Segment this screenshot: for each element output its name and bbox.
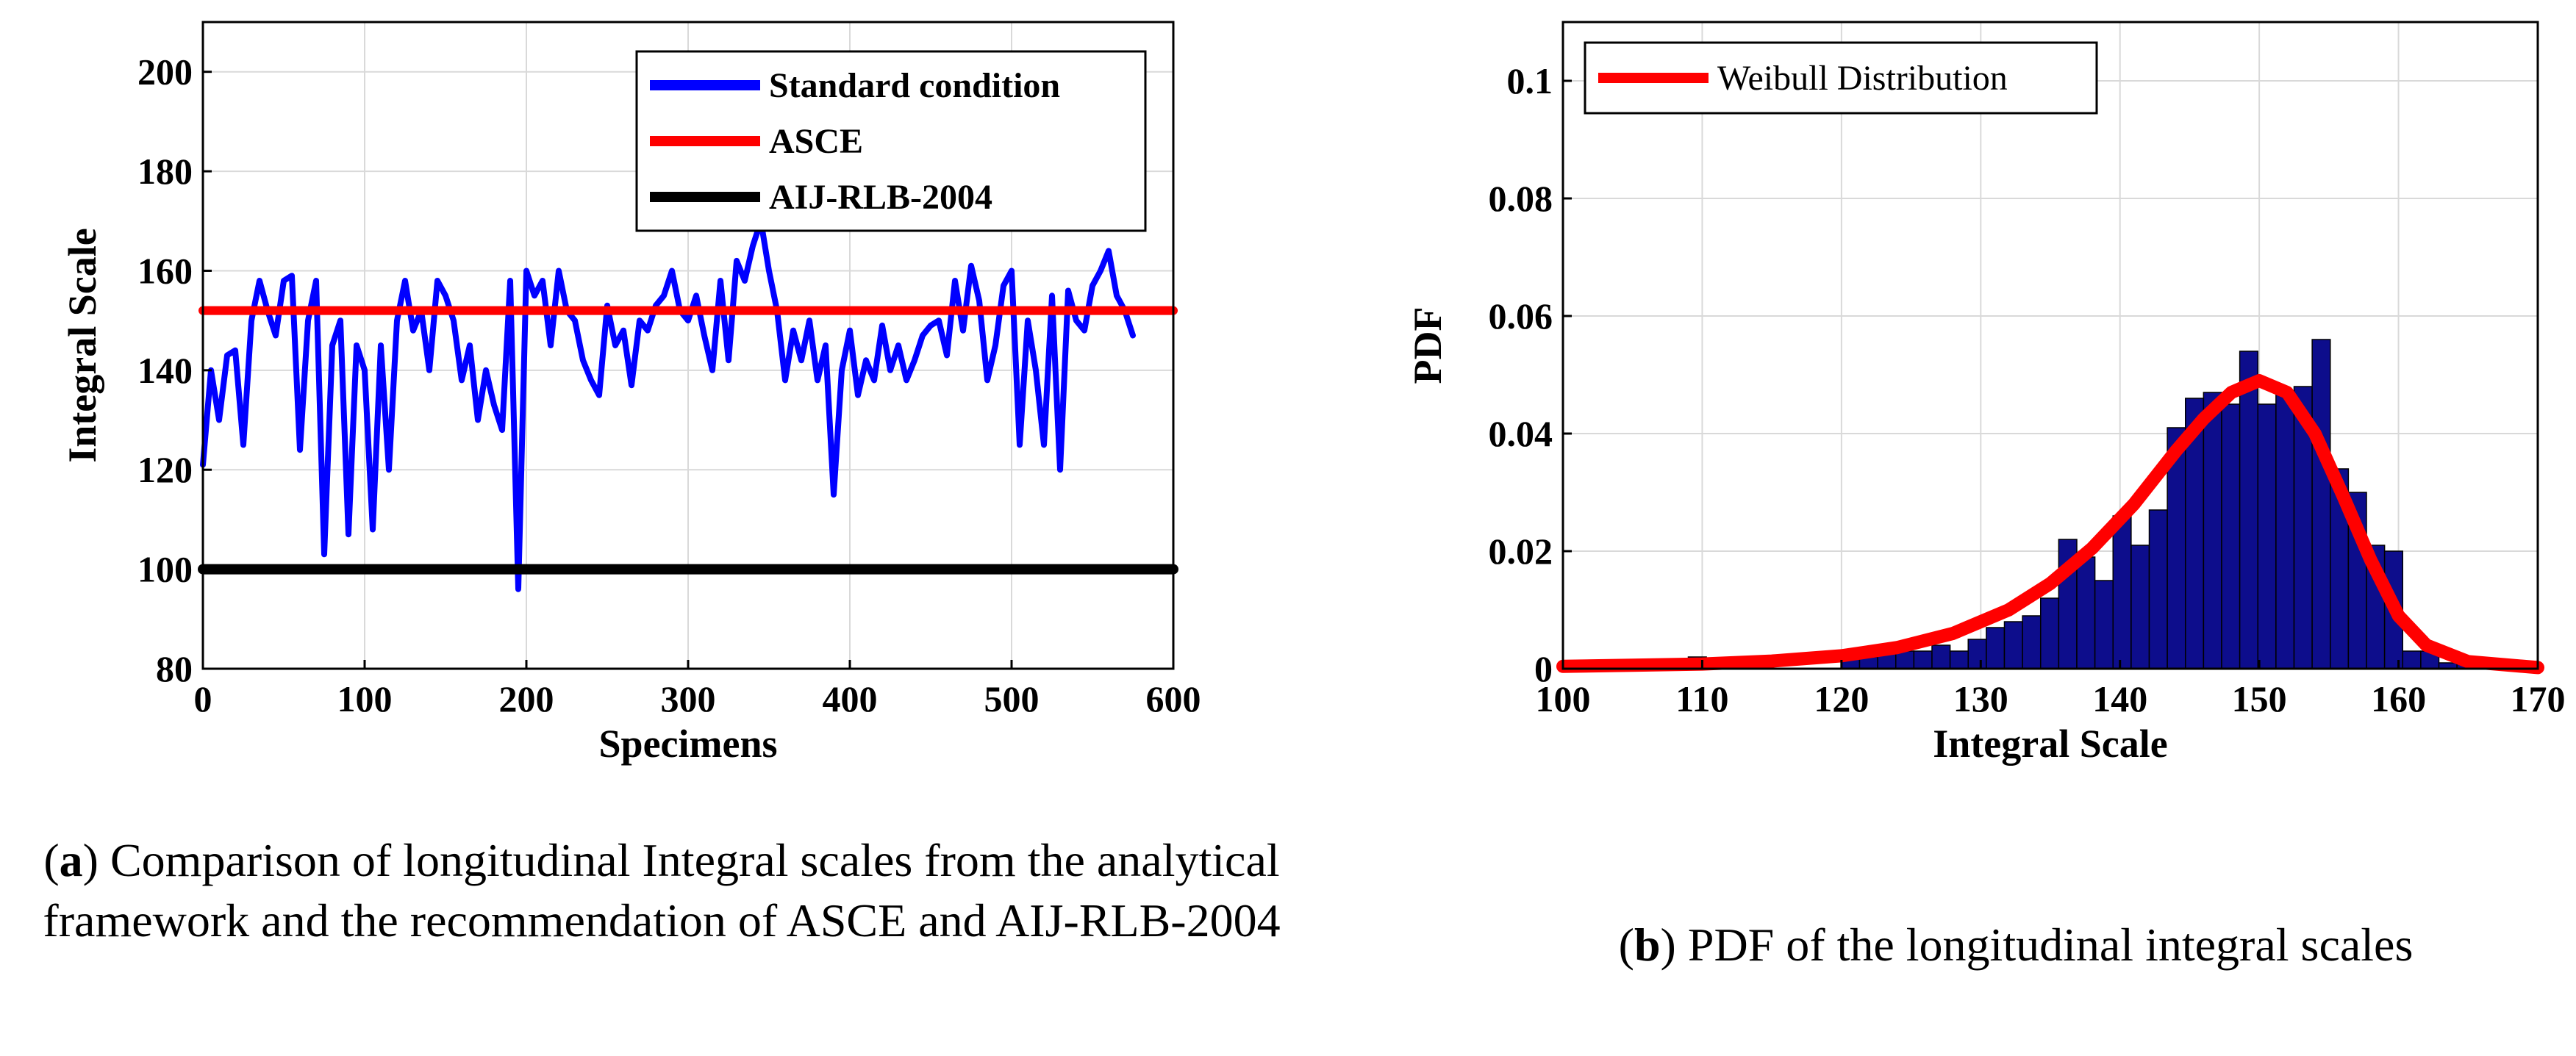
a-ytick-label: 100	[137, 549, 193, 590]
a-legend-label: ASCE	[769, 122, 863, 161]
caption-a-label: a	[59, 834, 83, 886]
a-xtick-label: 100	[337, 678, 393, 719]
histogram-bar	[1949, 650, 1969, 669]
chart-b-histogram-bars	[1687, 339, 2476, 669]
b-xtick-label: 140	[2092, 678, 2147, 719]
chart-b-xlabel: Integral Scale	[1933, 722, 2167, 766]
a-xtick-label: 500	[984, 678, 1040, 719]
b-legend-label: Weibull Distribution	[1717, 59, 2008, 98]
b-xtick-label: 110	[1675, 678, 1728, 719]
b-xtick-label: 120	[1814, 678, 1869, 719]
chart-b-tick-labels: 100 110 120 130 140 150 160 170 0 0.02 0.04 0.06 0.0…	[1489, 60, 2566, 719]
b-xtick-label: 150	[2232, 678, 2287, 719]
a-xtick-label: 200	[499, 678, 554, 719]
chart-a-ylabel: Integral Scale	[60, 228, 104, 462]
b-xtick-label: 130	[1953, 678, 2008, 719]
b-xtick-label: 170	[2511, 678, 2566, 719]
chart-b-legend: Weibull Distribution	[1584, 41, 2098, 115]
histogram-bar	[2039, 597, 2060, 669]
chart-a-legend: Standard condition ASCE AIJ-RLB-2004	[635, 50, 1147, 232]
histogram-bar	[2076, 556, 2096, 669]
histogram-bar	[2275, 392, 2295, 669]
histogram-bar	[2003, 621, 2023, 669]
b-ytick-label: 0.04	[1489, 413, 1553, 454]
a-ytick-label: 140	[137, 350, 193, 391]
histogram-bar	[2221, 403, 2241, 669]
b-xtick-label: 100	[1536, 678, 1591, 719]
histogram-bar	[2112, 515, 2132, 669]
chart-b: 100 110 120 130 140 150 160 170 0 0.02 0.04 0.06 0.0…	[1406, 21, 2566, 766]
series-line-weibull-distribution	[1556, 374, 2544, 675]
a-ytick-label: 120	[137, 449, 193, 490]
a-xtick-label: 400	[823, 678, 878, 719]
b-ytick-label: 0.1	[1507, 60, 1553, 101]
chart-a-series	[198, 218, 1178, 592]
caption-a-text: ) Comparison of longitudinal Integral sc…	[43, 834, 1281, 947]
b-ytick-label: 0.02	[1489, 531, 1553, 572]
histogram-bar	[2130, 545, 2150, 669]
histogram-bar	[2094, 580, 2114, 669]
b-xtick-label: 160	[2371, 678, 2426, 719]
a-legend-label: Standard condition	[769, 66, 1060, 105]
histogram-bar	[1967, 639, 1987, 669]
histogram-bar	[2311, 339, 2331, 669]
histogram-bar	[1913, 650, 1933, 669]
a-ytick-label: 80	[156, 648, 193, 689]
series-line-standard-condition	[200, 218, 1136, 592]
a-xtick-label: 300	[661, 678, 716, 719]
chart-a-xlabel: Specimens	[599, 722, 778, 766]
a-ytick-label: 180	[137, 151, 193, 192]
chart-b-series	[1556, 374, 2544, 675]
a-xtick-label: 0	[194, 678, 212, 719]
b-ytick-label: 0.06	[1489, 295, 1553, 337]
histogram-bar	[2257, 403, 2277, 669]
histogram-bar	[2022, 615, 2042, 669]
caption-a: (a) Comparison of longitudinal Integral …	[43, 834, 1281, 947]
chart-b-frame	[1561, 21, 2539, 670]
caption-b-label: b	[1634, 919, 1661, 971]
a-xtick-label: 600	[1146, 678, 1201, 719]
chart-b-ylabel: PDF	[1406, 307, 1450, 384]
histogram-bar	[2203, 392, 2222, 669]
b-ytick-label: 0	[1534, 648, 1553, 689]
a-ytick-label: 200	[137, 51, 193, 93]
a-legend-label: AIJ-RLB-2004	[769, 178, 992, 217]
b-ytick-label: 0.08	[1489, 178, 1553, 219]
histogram-bar	[1986, 627, 2006, 669]
histogram-bar	[2148, 509, 2168, 669]
caption-b: (b) PDF of the longitudinal integral sca…	[1618, 919, 2414, 971]
caption-b-text: ) PDF of the longitudinal integral scale…	[1660, 919, 2414, 971]
histogram-bar	[2239, 351, 2258, 669]
chart-a: 0 100 200 300 400 500 60080100120140160180200 …	[60, 21, 1201, 766]
histogram-bar	[2402, 650, 2422, 669]
chart-a-tick-labels: 0 100 200 300 400 500 600 80 100 120 140 160 180 200	[137, 51, 1201, 719]
histogram-bar	[1931, 644, 1951, 669]
a-ytick-label: 160	[137, 250, 193, 291]
